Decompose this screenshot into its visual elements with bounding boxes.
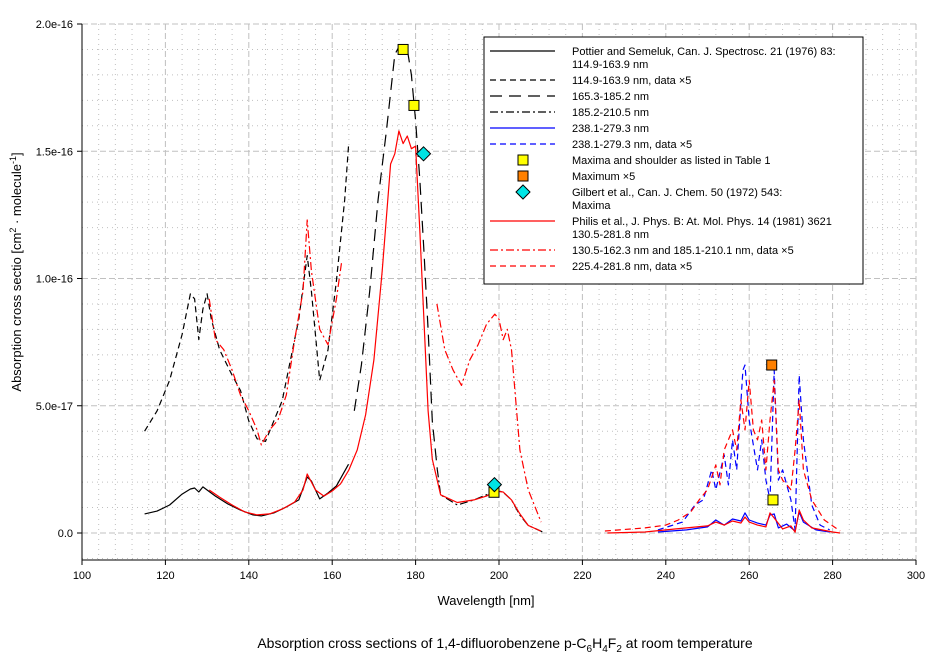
- x-tick-label: 300: [907, 570, 925, 582]
- marker-point-3: [415, 146, 432, 162]
- legend-label: 165.3-185.2 nm: [572, 91, 649, 103]
- x-tick-label: 220: [573, 570, 591, 582]
- legend-label: 130.5-281.8 nm: [572, 229, 649, 241]
- marker-point-3: [486, 476, 503, 493]
- marker-point-1: [408, 99, 420, 111]
- x-tick-label: 280: [823, 570, 841, 582]
- legend-item: Maxima and shoulder as listed in Table 1: [517, 154, 771, 167]
- marker-point-1: [767, 494, 779, 506]
- x-axis-label: Wavelength [nm]: [437, 593, 534, 608]
- legend-label: 185.2-210.5 nm: [572, 107, 649, 119]
- legend-label: Philis et al., J. Phys. B: At. Mol. Phys…: [572, 216, 832, 228]
- x-tick-label: 200: [490, 570, 508, 582]
- legend-item: 225.4-281.8 nm, data ×5: [490, 261, 692, 273]
- marker-point-1: [397, 43, 409, 55]
- legend-item: Maximum ×5: [517, 170, 635, 183]
- series-line-5: [657, 511, 830, 533]
- legend-label: 114.9-163.9 nm: [572, 59, 648, 71]
- legend-item: 114.9-163.9 nm, data ×5: [490, 75, 691, 87]
- legend-label: 114.9-163.9 nm, data ×5: [572, 75, 691, 87]
- marker-point-2: [766, 359, 778, 371]
- y-axis-label: Absorption cross sectio [cm2 · molecule-…: [8, 152, 24, 391]
- series-line-8: [208, 219, 542, 523]
- y-tick-label: 2.0e-16: [36, 19, 73, 31]
- chart-title: Absorption cross sections of 1,4-difluor…: [257, 635, 753, 655]
- legend-label: Pottier and Semeluk, Can. J. Spectrosc. …: [572, 46, 836, 58]
- legend-swatch-square: [517, 154, 529, 166]
- series-layer: [144, 46, 841, 534]
- y-tick-label: 1.0e-16: [36, 274, 73, 286]
- legend-label: 130.5-162.3 nm and 185.1-210.1 nm, data …: [572, 245, 794, 257]
- x-tick-label: 240: [657, 570, 675, 582]
- legend-label: Maxima: [572, 200, 611, 212]
- legend-swatch-diamond: [515, 184, 531, 200]
- y-tick-label: 0.0: [58, 528, 73, 540]
- legend: Pottier and Semeluk, Can. J. Spectrosc. …: [483, 36, 864, 285]
- x-tick-label: 100: [73, 570, 91, 582]
- series-line-2: [144, 146, 350, 442]
- x-tick-label: 260: [740, 570, 758, 582]
- legend-label: 225.4-281.8 nm, data ×5: [572, 261, 692, 273]
- y-tick-label: 5.0e-17: [36, 401, 73, 413]
- legend-label: Maxima and shoulder as listed in Table 1: [572, 155, 771, 167]
- legend-item: 238.1-279.3 nm: [490, 123, 649, 135]
- legend-label: Maximum ×5: [572, 171, 635, 183]
- x-tick-label: 140: [240, 570, 258, 582]
- x-tick-label: 120: [156, 570, 174, 582]
- legend-item: 238.1-279.3 nm, data ×5: [490, 139, 692, 151]
- legend-label: 238.1-279.3 nm: [572, 123, 649, 135]
- legend-label: Gilbert et al., Can. J. Chem. 50 (1972) …: [572, 187, 782, 199]
- markers-layer: [397, 43, 779, 506]
- legend-item: 185.2-210.5 nm: [490, 107, 649, 119]
- legend-box: [483, 36, 864, 285]
- y-tick-label: 1.5e-16: [36, 146, 73, 158]
- series-line-6: [657, 364, 830, 531]
- legend-item: Pottier and Semeluk, Can. J. Spectrosc. …: [490, 46, 836, 71]
- series-line-7: [208, 130, 841, 534]
- axes: 100 120 140 160 180 200 220 240 260 280 300 0.0 5.0e…: [36, 19, 925, 582]
- legend-item: 165.3-185.2 nm: [490, 91, 649, 103]
- legend-item: 130.5-162.3 nm and 185.1-210.1 nm, data …: [490, 245, 794, 257]
- series-line-9: [604, 379, 841, 532]
- series-line-1: [144, 464, 350, 517]
- x-tick-label: 160: [323, 570, 341, 582]
- legend-label: 238.1-279.3 nm, data ×5: [572, 139, 692, 151]
- x-tick-label: 180: [406, 570, 424, 582]
- legend-swatch-square: [517, 170, 529, 182]
- legend-item: Philis et al., J. Phys. B: At. Mol. Phys…: [490, 216, 832, 241]
- legend-item: Gilbert et al., Can. J. Chem. 50 (1972) …: [515, 184, 782, 212]
